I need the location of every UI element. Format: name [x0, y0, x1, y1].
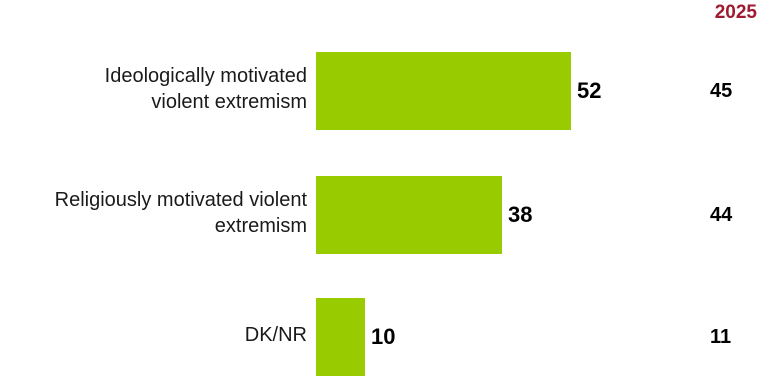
- category-label-line: Religiously motivated violent: [54, 189, 307, 211]
- category-label-line: DK/NR: [244, 324, 307, 346]
- bar: [316, 298, 365, 376]
- data-label: 10: [371, 324, 396, 349]
- category-label: Religiously motivated violent extremism: [0, 187, 307, 239]
- data-label: 38: [508, 202, 533, 227]
- bar: [316, 52, 571, 130]
- category-label: DK/NR: [0, 322, 307, 348]
- comparison-header: 2025: [714, 2, 757, 23]
- data-label: 52: [577, 78, 602, 103]
- category-label-line: Ideologically motivated: [104, 65, 307, 87]
- category-label-line: extremism: [214, 215, 307, 237]
- category-label-line: violent extremism: [151, 91, 307, 113]
- category-label: Ideologically motivated violent extremism: [0, 63, 307, 115]
- comparison-value: 45: [710, 80, 733, 102]
- bar: [316, 176, 502, 254]
- comparison-value: 44: [710, 204, 733, 226]
- comparison-value: 11: [710, 326, 732, 348]
